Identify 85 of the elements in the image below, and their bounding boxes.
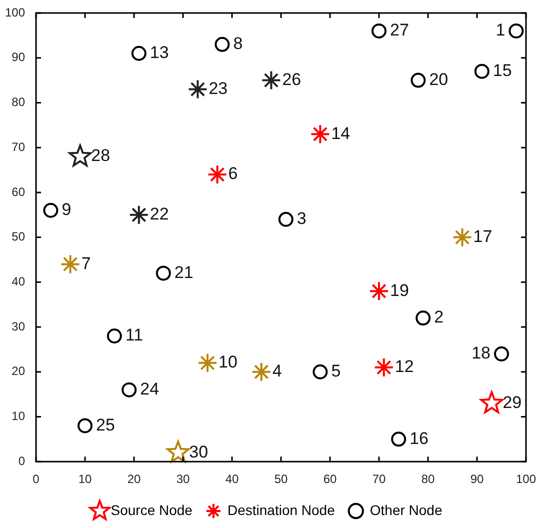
- point: [310, 124, 330, 144]
- point: [188, 79, 208, 100]
- x-tick-label: 10: [78, 472, 92, 486]
- y-tick-label: 80: [12, 95, 26, 110]
- annotation: 19: [390, 280, 409, 300]
- point: [214, 36, 230, 52]
- annotation: 8: [233, 34, 243, 54]
- x-tick-label: 30: [176, 472, 190, 486]
- y-tick-label: 20: [12, 364, 26, 378]
- point: [410, 72, 426, 88]
- point: [494, 346, 509, 362]
- legend-label: Other Node: [370, 502, 442, 518]
- point: [369, 281, 389, 302]
- x-tick-label: 40: [225, 472, 240, 486]
- point: [106, 328, 122, 344]
- point: [372, 23, 386, 38]
- annotation: 16: [410, 428, 429, 448]
- y-tick-label: 70: [12, 140, 26, 154]
- x-tick-label: 20: [127, 472, 142, 486]
- point: [166, 440, 190, 463]
- x-tick-label: 70: [372, 472, 386, 486]
- point: [128, 204, 149, 225]
- x-tick-label: 50: [274, 472, 288, 486]
- annotation: 30: [189, 442, 208, 462]
- point: [474, 64, 490, 79]
- y-tick-label: 60: [12, 184, 26, 199]
- y-tick-label: 50: [12, 230, 26, 244]
- annotation: 13: [150, 43, 169, 62]
- legend-label: Destination Node: [227, 502, 336, 518]
- annotation: 11: [125, 326, 144, 345]
- y-tick-label: 10: [12, 409, 26, 424]
- annotation: 24: [140, 380, 160, 399]
- point: [480, 391, 504, 414]
- annotation: 28: [91, 146, 110, 166]
- point: [60, 254, 80, 274]
- annotation: 18: [472, 344, 490, 363]
- annotation: 22: [150, 204, 169, 224]
- annotation: 15: [492, 61, 512, 80]
- point: [131, 46, 146, 61]
- point: [261, 70, 282, 90]
- x-tick-label: 80: [421, 472, 435, 486]
- point: [312, 364, 328, 380]
- point: [198, 352, 218, 373]
- annotation: 12: [394, 357, 414, 376]
- annotation: 9: [62, 200, 72, 220]
- annotation: 4: [272, 362, 282, 381]
- annotation: 23: [208, 78, 228, 98]
- x-tick-label: 0: [32, 472, 40, 486]
- point: [452, 227, 472, 248]
- point: [207, 164, 228, 184]
- x-tick-label: 100: [516, 472, 536, 486]
- annotation: 27: [390, 20, 409, 40]
- point: [416, 310, 431, 326]
- annotation: 7: [81, 254, 91, 273]
- y-tick-label: 40: [12, 274, 26, 288]
- point: [68, 144, 92, 166]
- y-tick-label: 100: [4, 5, 26, 20]
- annotation: 26: [282, 70, 302, 89]
- point: [278, 212, 294, 227]
- annotation: 3: [296, 209, 306, 228]
- annotation: 5: [331, 362, 341, 381]
- point: [391, 432, 406, 447]
- y-tick-label: 90: [12, 50, 26, 64]
- x-tick-label: 60: [323, 472, 337, 486]
- annotation: 14: [331, 124, 350, 143]
- annotation: 21: [174, 262, 194, 282]
- annotation: 20: [429, 70, 448, 89]
- annotation: 17: [473, 226, 492, 246]
- annotation: 1: [496, 20, 506, 40]
- point: [43, 202, 58, 218]
- annotation: 2: [434, 308, 444, 327]
- point: [251, 362, 272, 382]
- y-tick-label: 0: [18, 454, 26, 468]
- annotation: 10: [218, 352, 238, 372]
- point: [374, 357, 394, 378]
- point: [78, 418, 93, 434]
- annotation: 6: [228, 164, 238, 184]
- annotation: 25: [96, 415, 115, 434]
- point: [508, 23, 524, 38]
- point: [156, 266, 171, 281]
- x-tick-label: 90: [470, 472, 484, 486]
- y-tick-label: 30: [12, 319, 26, 334]
- annotation: 29: [502, 392, 522, 412]
- point: [122, 382, 137, 398]
- legend-label: Source Node: [110, 502, 193, 518]
